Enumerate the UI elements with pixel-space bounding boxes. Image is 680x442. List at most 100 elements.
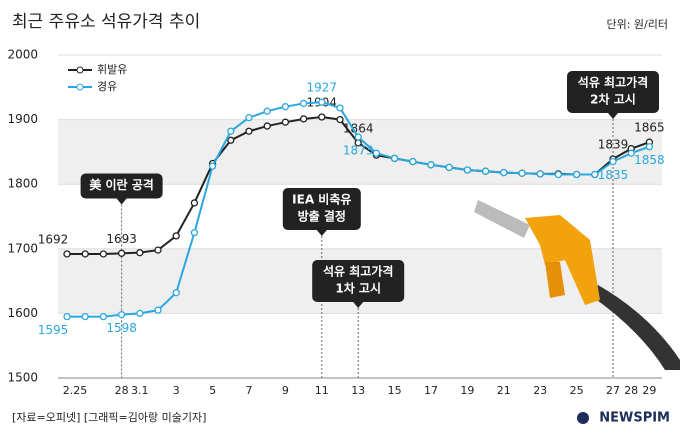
data-point (63, 312, 71, 321)
data-point (136, 309, 144, 318)
annotation-box (567, 71, 659, 113)
x-tick-label: 9 (282, 384, 289, 397)
data-point (81, 250, 89, 258)
legend-marker (76, 66, 84, 74)
data-point (245, 114, 253, 122)
data-point (627, 149, 635, 157)
x-tick-label: 28 (624, 384, 638, 397)
x-tick-label: 3 (173, 384, 180, 397)
data-label: 1595 (38, 323, 69, 337)
y-tick-label: 1800 (7, 177, 38, 191)
data-point (227, 127, 235, 135)
annotation-box (80, 173, 163, 199)
data-point (208, 162, 217, 170)
x-tick-label: 11 (315, 384, 329, 397)
data-label: 1692 (38, 232, 69, 246)
nozzle-illustration (474, 200, 680, 370)
annotation-box (282, 188, 361, 230)
logo: NEWSPIM (599, 411, 670, 426)
data-point (263, 107, 271, 115)
data-point (63, 250, 71, 258)
data-point (554, 170, 563, 179)
data-label: 1858 (634, 153, 665, 167)
x-tick-label: 13 (351, 384, 365, 397)
unit-label: 단위: 원/리터 (606, 18, 668, 31)
data-point (427, 161, 435, 169)
data-point (409, 157, 417, 166)
y-tick-label: 1900 (7, 112, 38, 126)
x-tick-label: 27 (606, 384, 620, 397)
data-point (536, 170, 544, 178)
source: [자료=오피넷] [그래픽=김아랑 미술기자] (12, 411, 206, 424)
data-point (591, 170, 599, 179)
data-point (318, 98, 326, 106)
y-tick-label: 1700 (7, 241, 38, 255)
data-point (154, 306, 162, 314)
annotation-text: 美 이란 공격 (89, 177, 154, 192)
annotation-pointer (116, 198, 127, 205)
x-tick-label: 3.1 (131, 384, 149, 397)
data-point (481, 167, 490, 175)
data-point (263, 122, 271, 130)
annotation-text: IEA 비축유 (292, 192, 351, 207)
data-point (245, 127, 253, 135)
annotation-pointer (316, 230, 327, 236)
annotation-text: 2차 고시 (590, 92, 636, 107)
data-point (572, 170, 581, 179)
chart-title: 최근 주유소 석유가격 추이 (12, 12, 200, 32)
data-point (172, 232, 180, 240)
data-label: 1835 (598, 168, 629, 182)
data-point (336, 104, 344, 112)
data-point (463, 166, 472, 174)
data-point (117, 249, 126, 257)
data-point (390, 154, 399, 163)
data-point (117, 311, 126, 319)
data-point (299, 99, 308, 108)
data-label: 1864 (343, 121, 374, 135)
data-point (645, 143, 654, 151)
data-point (500, 168, 508, 177)
x-tick-label: 2.25 (63, 384, 88, 397)
data-label: 1839 (598, 138, 629, 152)
annotation-pointer (353, 302, 364, 308)
annotation-text: 1차 고시 (335, 281, 381, 296)
x-tick-label: 5 (209, 384, 216, 397)
data-point (136, 249, 144, 257)
data-point (354, 133, 362, 141)
data-point (190, 228, 199, 237)
x-tick-label: 15 (388, 384, 402, 397)
legend-label: 경유 (97, 80, 117, 93)
data-point (172, 289, 180, 297)
data-label: 1865 (634, 121, 665, 135)
data-label: 1598 (106, 321, 137, 335)
x-tick-label: 25 (570, 384, 584, 397)
annotation-text: 방출 결정 (298, 209, 346, 224)
x-tick-label: 23 (533, 384, 547, 397)
logo-icon (577, 412, 589, 424)
legend-label: 휘발유 (97, 63, 127, 76)
x-tick-label: 7 (246, 384, 253, 397)
legend-marker (76, 83, 84, 91)
data-point (281, 118, 290, 126)
data-point (372, 149, 381, 157)
data-point (99, 312, 108, 321)
data-point (336, 115, 344, 124)
data-point (190, 199, 199, 207)
data-point (318, 113, 326, 121)
annotation-text: 석유 최고가격 (323, 264, 393, 279)
y-tick-label: 1600 (7, 306, 38, 320)
data-point (99, 250, 108, 258)
annotation-box (312, 260, 405, 302)
data-label: 1873 (343, 144, 374, 158)
x-tick-label: 17 (424, 384, 438, 397)
data-point (281, 103, 290, 111)
x-tick-label: 19 (460, 384, 474, 397)
data-point (445, 163, 453, 172)
data-point (227, 136, 235, 144)
data-point (518, 169, 526, 177)
data-label: 1693 (106, 232, 137, 246)
x-tick-label: 21 (497, 384, 511, 397)
x-tick-label: 29 (642, 384, 656, 397)
y-tick-label: 2000 (7, 48, 38, 62)
